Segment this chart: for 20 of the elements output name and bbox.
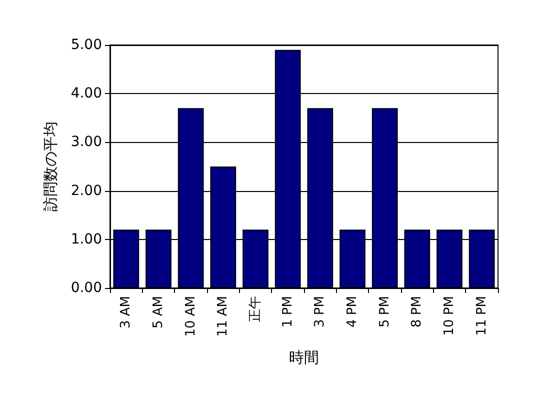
y-tick-label: 5.00 [70,37,102,53]
x-tick-label: 3 PM [312,296,328,328]
x-tick-label: 4 PM [345,296,360,328]
x-tick-label: 10 PM [442,296,457,336]
y-axis-title: 訪問数の平均 [42,122,60,212]
x-tick-label: 8 PM [410,296,425,328]
y-tick-label: 1.00 [70,231,102,248]
y-tick-label: 4.00 [70,86,102,102]
x-tick-label: 11 AM [216,296,231,337]
x-tick-label: 5 AM [151,296,166,329]
x-axis-title: 時間 [289,348,319,366]
x-tick-label: 1 PM [280,296,296,328]
x-tick-label: 10 AM [183,296,198,337]
y-tick-label: 0.00 [70,280,102,296]
x-tick-label: 5 PM [377,296,392,328]
x-tick-label: 11 PM [474,296,490,336]
y-tick-label: 3.00 [70,134,102,150]
y-tick-label: 2.00 [70,182,102,199]
x-tick-label: 3 AM [118,296,134,329]
x-tick-label: 正午 [248,296,263,322]
